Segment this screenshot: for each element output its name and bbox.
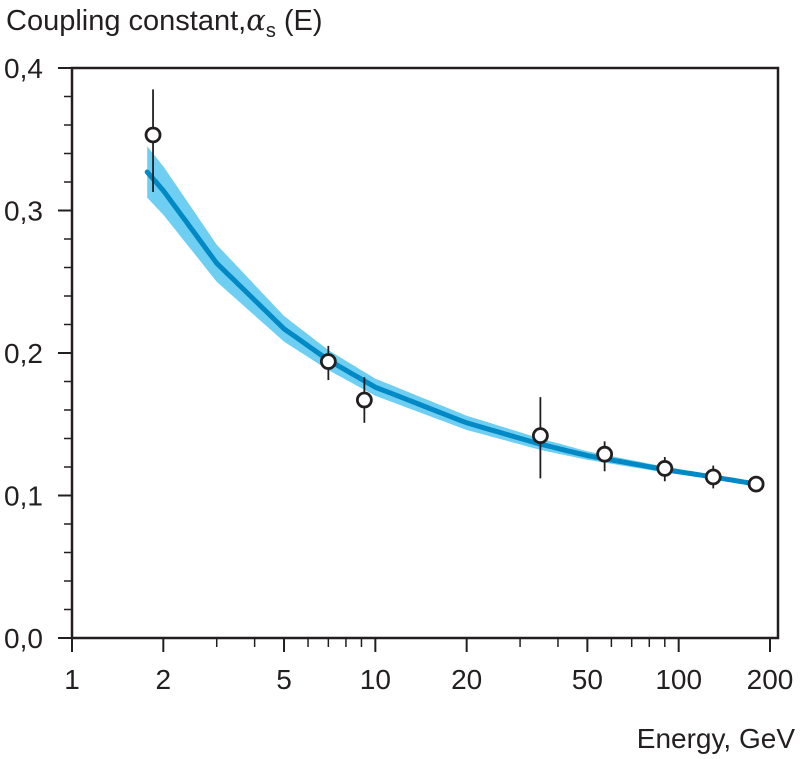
data-point bbox=[144, 126, 162, 144]
y-tick-label: 0,3 bbox=[4, 196, 43, 227]
data-point bbox=[531, 427, 549, 445]
y-tick-label: 0,1 bbox=[4, 481, 43, 512]
prediction-band bbox=[147, 146, 757, 486]
data-point bbox=[355, 391, 373, 409]
x-tick-label: 2 bbox=[156, 664, 172, 695]
y-tick-label: 0,2 bbox=[4, 338, 43, 369]
x-tick-label: 20 bbox=[451, 664, 482, 695]
x-tick-label: 1 bbox=[64, 664, 80, 695]
x-tick-label: 100 bbox=[655, 664, 702, 695]
x-tick-label: 50 bbox=[572, 664, 603, 695]
chart-title-suffix: (E) bbox=[276, 5, 323, 37]
y-ticks-layer: 0,0 0,1 0,2 0,3 0,4 bbox=[4, 53, 72, 654]
axes-layer bbox=[70, 66, 780, 640]
data-point bbox=[656, 460, 674, 477]
y-tick-label: 0,4 bbox=[4, 53, 43, 84]
prediction-curve bbox=[144, 169, 759, 487]
chart-title-text: Coupling constant, bbox=[6, 5, 246, 37]
data-point bbox=[596, 445, 614, 463]
x-tick-label: 200 bbox=[747, 664, 794, 695]
prediction-curve-layer bbox=[144, 169, 759, 487]
x-ticks-layer: 1 2 5 10 20 50 100 200 bbox=[64, 638, 793, 695]
data-point bbox=[747, 475, 765, 493]
chart-title-subscript: s bbox=[266, 20, 276, 42]
x-axis-label: Energy, GeV bbox=[637, 723, 796, 754]
chart-title-symbol: α bbox=[246, 3, 266, 37]
plot-frame bbox=[70, 66, 780, 640]
y-tick-label: 0,0 bbox=[4, 623, 43, 654]
x-tick-label: 5 bbox=[276, 664, 292, 695]
data-points-layer bbox=[144, 89, 765, 493]
x-tick-label: 10 bbox=[360, 664, 391, 695]
data-point bbox=[704, 468, 722, 486]
data-point bbox=[319, 353, 337, 370]
prediction-band-layer bbox=[147, 146, 757, 486]
chart-title: Coupling constant,αs (E) bbox=[6, 3, 323, 42]
